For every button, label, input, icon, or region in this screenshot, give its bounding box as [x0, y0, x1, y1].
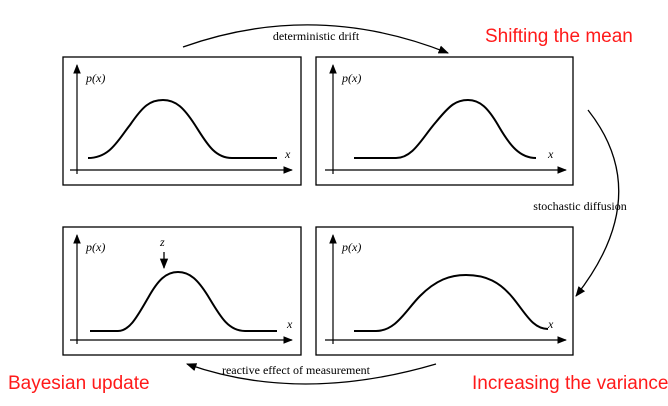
bottom-arrow-label: reactive effect of measurement — [222, 363, 371, 377]
panel-frame — [62, 226, 302, 356]
panel-frame — [315, 56, 574, 186]
x-axis-label: x — [286, 317, 293, 331]
bottom-arrow — [186, 363, 437, 385]
x-axis-label: x — [547, 147, 554, 161]
panel-frame — [315, 226, 574, 356]
y-axis-label: p(x) — [85, 240, 105, 254]
distribution-curve — [90, 270, 277, 332]
title-variance: Increasing the variance — [472, 373, 668, 394]
y-axis-label: p(x) — [341, 71, 361, 85]
x-axis-label: x — [284, 147, 291, 161]
y-axis-label: p(x) — [341, 240, 361, 254]
distribution-curve — [354, 98, 537, 159]
panel-top-right: p(x) x — [315, 56, 574, 186]
panel-frame — [62, 56, 302, 186]
panel-bottom-left: p(x) x z — [62, 226, 302, 356]
panel-bottom-right: p(x) x — [315, 226, 574, 356]
x-axis-label: x — [547, 317, 554, 331]
right-arrow — [575, 109, 620, 297]
top-arrow — [182, 24, 449, 54]
panel-top-left: p(x) x — [62, 56, 302, 186]
right-arrow-label: stochastic diffusion — [533, 199, 626, 213]
y-axis-label: p(x) — [85, 71, 105, 85]
distribution-curve — [87, 98, 277, 159]
top-arrow-label: deterministic drift — [273, 29, 360, 43]
measurement-marker-label: z — [159, 235, 165, 249]
title-bayes: Bayesian update — [8, 373, 150, 394]
distribution-curve — [354, 273, 549, 332]
title-shift: Shifting the mean — [485, 26, 633, 47]
